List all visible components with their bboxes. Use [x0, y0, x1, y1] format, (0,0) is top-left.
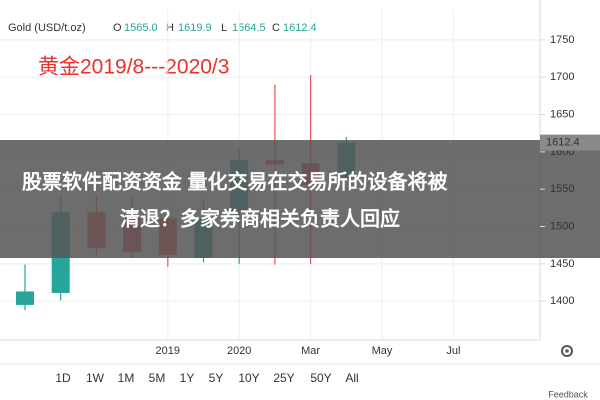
x-tick-label: 2019 [156, 345, 180, 357]
y-tick-label: 1400 [550, 295, 574, 307]
range-button[interactable]: 10Y [238, 371, 259, 385]
range-button[interactable]: 50Y [310, 371, 331, 385]
x-tick-label: 2020 [227, 345, 251, 357]
x-tick-label: May [372, 345, 393, 357]
range-button[interactable]: 25Y [273, 371, 294, 385]
settings-icon[interactable] [561, 345, 573, 357]
last-price-label: 1612.4 [546, 137, 580, 149]
last-price-box [540, 134, 600, 151]
feedback-link[interactable]: Feedback [548, 389, 588, 399]
overlay-line: 清退？多家券商相关负责人回应 [120, 206, 400, 230]
x-tick-label: Mar [301, 345, 320, 357]
range-button[interactable]: 5Y [209, 371, 224, 385]
ohlc-key: O [113, 22, 122, 34]
range-button[interactable]: All [345, 371, 358, 385]
ohlc-value: 1564.5 [232, 22, 266, 34]
range-button[interactable]: 1M [118, 371, 135, 385]
gear-center [565, 349, 569, 353]
y-tick-label: 1450 [550, 258, 574, 270]
y-tick-label: 1500 [550, 220, 574, 232]
candle-body [16, 291, 34, 305]
ohlc-value: 1612.4 [283, 22, 317, 34]
overlay-banner [0, 140, 600, 258]
y-tick-label: 1700 [550, 71, 574, 83]
range-button[interactable]: 1Y [180, 371, 195, 385]
y-tick-label: 1750 [550, 34, 574, 46]
ohlc-header: Gold (USD/t.oz) O 1565.0 H 1619.9 L 1564.5 C 161… [8, 22, 317, 34]
overlay-line: 股票软件配资资金 量化交易在交易所的设备将被 [22, 169, 449, 193]
x-tick-label: Jul [446, 345, 460, 357]
gear [561, 345, 573, 357]
y-tick-label: 1650 [550, 108, 574, 120]
range-button[interactable]: 1D [55, 371, 71, 385]
instrument: Gold (USD/t.oz) [8, 22, 86, 34]
ohlc-key: H [166, 22, 174, 34]
ohlc-key: L [221, 22, 227, 34]
y-tick-label: 1550 [550, 183, 574, 195]
ohlc-value: 1565.0 [124, 22, 158, 34]
ohlc-key: C [272, 22, 280, 34]
range-button[interactable]: 1W [86, 371, 105, 385]
range-button[interactable]: 5M [149, 371, 166, 385]
annotation: 黄金2019/8---2020/3 [38, 56, 229, 79]
ohlc-value: 1619.9 [178, 22, 212, 34]
